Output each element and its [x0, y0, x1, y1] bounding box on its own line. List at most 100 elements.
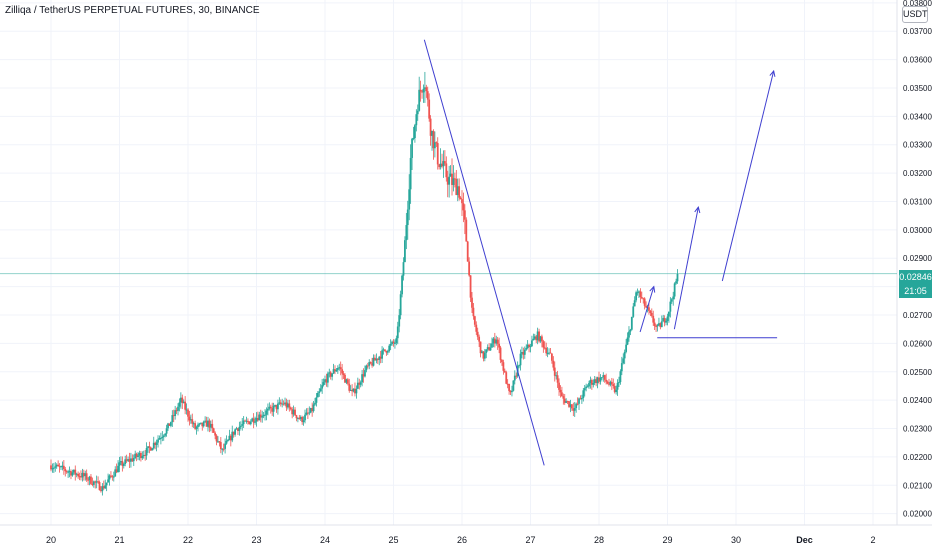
candle-body: [148, 446, 151, 448]
candle-body: [423, 87, 426, 89]
candle-body: [559, 389, 562, 393]
candle-body: [248, 421, 251, 425]
candle-body: [197, 424, 199, 428]
candle-body: [665, 320, 667, 323]
candle-body: [252, 418, 255, 423]
candle-body: [448, 176, 451, 185]
candle-body: [532, 338, 535, 341]
candle-body: [249, 421, 252, 425]
candle-body: [344, 374, 346, 383]
candle-body: [533, 336, 536, 339]
candle-body: [91, 483, 94, 485]
candle-body: [543, 347, 546, 349]
candle-body: [329, 372, 332, 377]
candle-body: [354, 388, 356, 394]
candle-body: [630, 316, 633, 330]
candle-body: [336, 368, 339, 370]
candle-body: [502, 362, 505, 371]
candle-body: [662, 318, 665, 322]
candle-body: [152, 442, 155, 449]
candle-body: [522, 352, 525, 355]
candle-body: [172, 415, 175, 417]
candle-body: [478, 336, 481, 342]
candle-body: [364, 370, 366, 377]
candle-body: [331, 373, 334, 377]
candle-body: [335, 369, 338, 372]
candle-body: [542, 341, 545, 348]
up-arrow-mid-head: [694, 206, 701, 214]
candle-body: [426, 91, 429, 100]
price-tick-label: 0.02100: [903, 481, 932, 490]
currency-unit-button[interactable]: USDT: [902, 6, 928, 23]
candle-body: [319, 388, 322, 392]
up-arrow-small[interactable]: [639, 286, 655, 333]
candle-body: [371, 363, 373, 366]
candle-body: [412, 137, 415, 139]
candle-body: [241, 424, 244, 426]
candle-body: [398, 315, 401, 327]
up-arrow-long[interactable]: [721, 70, 775, 282]
candle-body: [633, 300, 636, 307]
candle-body: [217, 441, 219, 443]
candle-body: [645, 305, 647, 308]
candle-body: [672, 296, 675, 300]
candle-countdown-badge: 21:05: [899, 284, 932, 298]
candle-body: [67, 471, 70, 473]
price-tick-label: 0.03600: [903, 56, 932, 65]
candle-body: [676, 273, 679, 282]
price-tick-label: 0.02200: [903, 453, 932, 462]
candle-body: [62, 465, 65, 470]
candle-body: [328, 372, 331, 374]
candle-body: [289, 407, 292, 410]
candle-body: [552, 360, 555, 368]
price-tick-label: 0.03700: [903, 27, 932, 36]
candle-body: [341, 369, 344, 374]
candle-body: [174, 410, 177, 417]
candle-body: [177, 406, 179, 411]
candle-body: [92, 481, 95, 485]
user-drawings[interactable]: [423, 39, 778, 466]
candle-body: [151, 448, 154, 451]
candle-body: [566, 401, 569, 403]
candle-body: [636, 292, 639, 294]
downtrend-line[interactable]: [423, 39, 545, 466]
candle-body: [455, 178, 458, 196]
candle-body: [556, 375, 559, 383]
candle-body: [68, 471, 71, 473]
candle-body: [486, 347, 489, 350]
candle-body: [613, 386, 616, 393]
candle-body: [284, 402, 286, 405]
candle-body: [302, 420, 305, 423]
candle-body: [167, 423, 169, 429]
candle-body: [169, 422, 172, 426]
candle-body: [590, 380, 593, 385]
candle-body: [242, 420, 245, 425]
candle-body: [618, 382, 620, 384]
candle-body: [488, 347, 491, 351]
candle-body: [505, 372, 508, 384]
candle-body: [602, 375, 605, 378]
candle-body: [64, 469, 67, 472]
candle-body: [175, 410, 178, 412]
candle-body: [257, 417, 259, 421]
candle-body: [369, 362, 372, 364]
candle-body: [379, 356, 382, 359]
candle-body: [211, 423, 214, 429]
candle-body: [184, 401, 187, 410]
candle-body: [281, 403, 284, 405]
candle-body: [656, 325, 659, 327]
candle-body: [623, 351, 626, 359]
candle-body: [97, 481, 99, 483]
up-arrow-mid[interactable]: [673, 207, 699, 330]
candle-body: [325, 379, 328, 383]
candle-body: [366, 365, 369, 367]
candle-body: [65, 471, 68, 473]
candle-body: [258, 414, 261, 421]
candle-body: [549, 352, 552, 354]
candle-body: [560, 392, 563, 397]
candle-body: [572, 408, 575, 411]
candle-body: [238, 426, 241, 432]
candle-body: [318, 391, 321, 393]
candle-body: [272, 405, 275, 412]
